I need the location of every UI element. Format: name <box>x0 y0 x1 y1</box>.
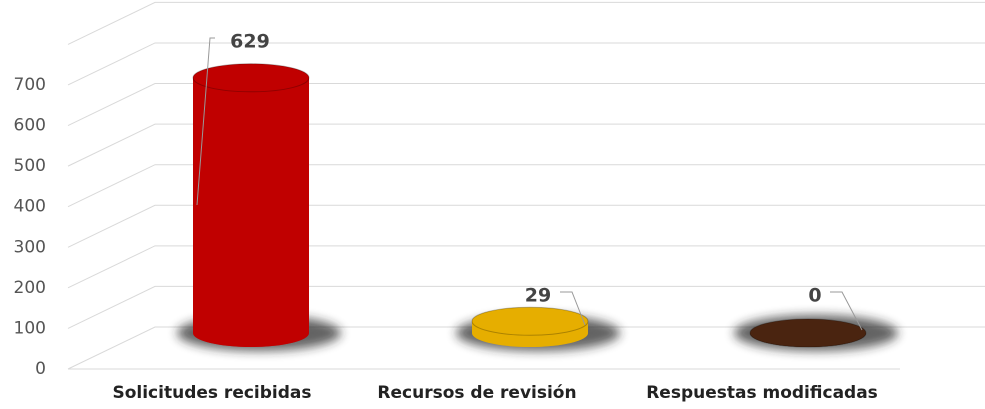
cylinder <box>192 63 310 347</box>
x-tick-label: Recursos de revisión <box>377 383 576 403</box>
cylinder-shade <box>193 77 309 347</box>
leader-line <box>830 291 863 331</box>
cylinder <box>749 318 867 348</box>
grid-line <box>67 326 985 370</box>
grid-line <box>67 204 985 248</box>
grid-line <box>67 285 985 329</box>
cylinder-top <box>192 63 310 93</box>
cylinder-top <box>471 306 589 336</box>
grid-line <box>67 42 985 86</box>
x-tick-label: Respuestas modificadas <box>646 383 878 403</box>
leader-line <box>560 291 586 326</box>
y-tick-label: 200 <box>14 278 46 298</box>
grid-line <box>67 1 985 45</box>
grid-line <box>67 245 985 289</box>
grid-line <box>67 123 985 167</box>
cylinder <box>471 306 589 347</box>
data-label: 629 <box>230 31 270 53</box>
y-tick-label: 300 <box>14 237 46 257</box>
y-tick-label: 400 <box>14 197 46 217</box>
grid-line <box>67 164 985 208</box>
y-tick-label: 100 <box>14 318 46 338</box>
y-tick-label: 700 <box>14 75 46 95</box>
data-label: 29 <box>525 285 551 307</box>
grid-line <box>67 83 985 127</box>
y-tick-label: 0 <box>35 359 46 379</box>
data-label: 0 <box>808 285 821 307</box>
y-tick-label: 500 <box>14 156 46 176</box>
y-tick-label: 600 <box>14 116 46 136</box>
x-tick-label: Solicitudes recibidas <box>112 383 311 403</box>
leader-line <box>196 37 215 206</box>
cylinder-top <box>749 318 867 348</box>
